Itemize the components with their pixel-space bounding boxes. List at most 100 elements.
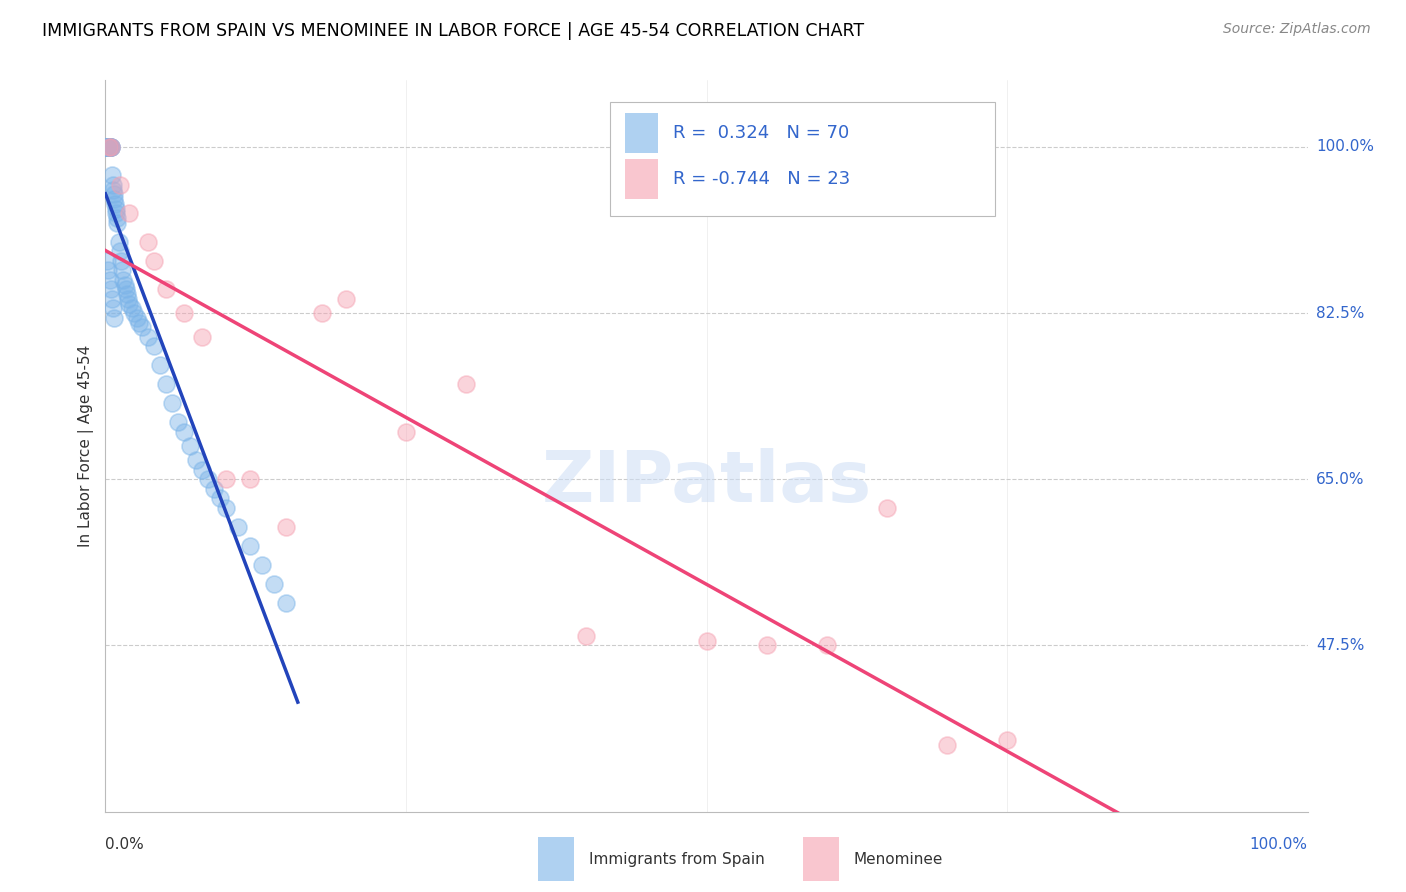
Bar (610, 103, 995, 216)
Point (97, 263, 120, 277)
Point (103, 182, 125, 196)
Point (190, 330, 212, 344)
Point (103, 187, 125, 202)
Point (239, 539, 262, 553)
Point (98, 140, 121, 154)
Text: IMMIGRANTS FROM SPAIN VS MENOMINEE IN LABOR FORCE | AGE 45-54 CORRELATION CHART: IMMIGRANTS FROM SPAIN VS MENOMINEE IN LA… (42, 22, 865, 40)
Point (100, 140, 122, 154)
Text: 82.5%: 82.5% (1316, 306, 1364, 320)
Point (142, 339, 165, 353)
Point (111, 263, 134, 277)
Point (125, 310, 148, 325)
Point (96, 253, 118, 268)
Point (104, 202, 127, 216)
Bar (538, 838, 574, 881)
Text: 100.0%: 100.0% (1316, 139, 1374, 154)
Point (311, 306, 333, 320)
Point (395, 425, 418, 439)
Point (96, 140, 118, 154)
Point (97, 140, 120, 154)
Point (214, 472, 236, 486)
Point (115, 287, 138, 301)
Point (115, 282, 138, 296)
Point (454, 377, 477, 392)
Point (136, 330, 159, 344)
Point (155, 377, 177, 392)
Text: Immigrants from Spain: Immigrants from Spain (589, 852, 765, 867)
Y-axis label: In Labor Force | Age 45-54: In Labor Force | Age 45-54 (79, 345, 94, 547)
Point (755, 639, 778, 653)
Point (696, 633, 718, 648)
Point (101, 178, 124, 192)
Point (160, 396, 183, 410)
Text: 65.0%: 65.0% (1316, 472, 1364, 487)
Point (104, 196, 127, 211)
Point (148, 358, 170, 372)
Point (124, 306, 146, 320)
Point (107, 216, 129, 230)
Point (136, 235, 159, 249)
Point (98, 140, 121, 154)
Point (876, 500, 898, 515)
Point (108, 178, 131, 192)
Point (103, 310, 125, 325)
Point (96, 140, 118, 154)
Bar (624, 112, 658, 153)
Point (103, 192, 125, 206)
Point (142, 253, 165, 268)
Point (155, 282, 177, 296)
Point (173, 425, 195, 439)
Point (117, 292, 139, 306)
Point (103, 301, 125, 316)
Text: ZIPatlas: ZIPatlas (541, 448, 872, 517)
Point (190, 463, 212, 477)
Text: Source: ZipAtlas.com: Source: ZipAtlas.com (1223, 22, 1371, 37)
Point (97, 140, 120, 154)
Point (96, 140, 118, 154)
Point (166, 415, 188, 429)
Point (97, 140, 120, 154)
Point (98, 140, 121, 154)
Point (101, 168, 124, 182)
Point (100, 140, 122, 154)
Point (105, 206, 128, 220)
Point (226, 520, 249, 534)
Point (239, 472, 262, 486)
Point (274, 596, 297, 610)
Point (179, 439, 201, 453)
Point (173, 306, 195, 320)
Text: 47.5%: 47.5% (1316, 638, 1364, 653)
Point (100, 140, 122, 154)
Point (101, 292, 124, 306)
Point (100, 140, 122, 154)
Point (100, 140, 122, 154)
Point (98, 140, 121, 154)
Point (214, 500, 236, 515)
Point (250, 558, 273, 572)
Point (118, 206, 141, 220)
Text: R = -0.744   N = 23: R = -0.744 N = 23 (673, 170, 851, 188)
Point (995, 733, 1018, 747)
Point (98, 273, 121, 287)
Point (131, 320, 153, 334)
Point (815, 639, 838, 653)
Point (94, 140, 117, 154)
Point (114, 277, 136, 292)
Point (100, 282, 122, 296)
Text: Menominee: Menominee (853, 852, 942, 867)
Point (128, 316, 150, 330)
Point (274, 520, 297, 534)
Point (121, 301, 143, 316)
Point (208, 491, 231, 506)
Point (184, 453, 207, 467)
Bar (803, 838, 839, 881)
Point (97, 140, 120, 154)
Point (98, 140, 121, 154)
Point (936, 738, 959, 752)
Point (197, 472, 219, 486)
Point (110, 253, 132, 268)
Point (335, 292, 357, 306)
Text: 100.0%: 100.0% (1250, 837, 1308, 852)
Text: R =  0.324   N = 70: R = 0.324 N = 70 (673, 124, 849, 142)
Point (575, 629, 598, 643)
